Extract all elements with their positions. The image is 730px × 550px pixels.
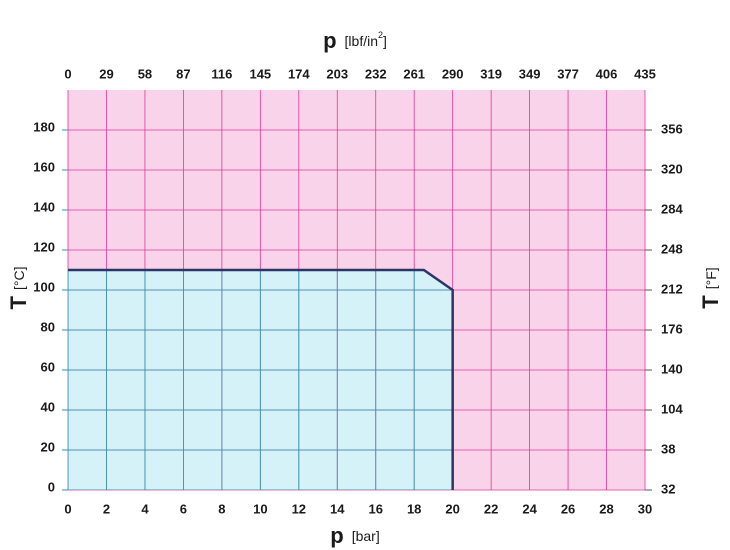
y2-tick-label: 284 (661, 201, 683, 216)
x2-tick-label: 145 (249, 66, 271, 81)
x2-tick-label: 290 (442, 66, 464, 81)
axis-label: p [bar] (330, 523, 379, 548)
x-tick-label: 22 (484, 501, 498, 516)
x-tick-label: 6 (180, 501, 187, 516)
x2-tick-label: 116 (211, 66, 232, 81)
x-tick-label: 18 (407, 501, 421, 516)
axis-label-part: ] (383, 33, 387, 49)
axis-label-part: [bar] (352, 528, 380, 544)
axis-label-part: p (323, 28, 336, 53)
x2-tick-label: 29 (99, 66, 113, 81)
x2-tick-label: 377 (557, 66, 579, 81)
y-tick-label: 20 (41, 439, 55, 454)
y2-tick-label: 320 (661, 161, 683, 176)
x-tick-label: 14 (330, 501, 345, 516)
inner-grid (68, 270, 453, 490)
axis-label: p [lbf/in2] (323, 28, 387, 53)
axis-label-part: 2 (378, 30, 383, 40)
x2-tick-label: 261 (403, 66, 425, 81)
axis-label-part: [°F] (703, 267, 719, 289)
x2-tick-label: 319 (480, 66, 502, 81)
x2-tick-label: 87 (176, 66, 190, 81)
y2-tick-label: 356 (661, 121, 683, 136)
y2-tick-label: 248 (661, 241, 683, 256)
x-tick-label: 0 (64, 501, 71, 516)
x-tick-label: 12 (292, 501, 306, 516)
y-tick-label: 160 (33, 159, 55, 174)
axis-label-part: [lbf/in (345, 33, 378, 49)
x-tick-label: 10 (253, 501, 267, 516)
y2-tick-label: 212 (661, 281, 683, 296)
x-tick-label: 16 (368, 501, 382, 516)
axis-label: T [°F] (698, 267, 723, 308)
x2-tick-label: 406 (596, 66, 618, 81)
x-tick-label: 30 (638, 501, 652, 516)
x2-tick-label: 58 (138, 66, 152, 81)
y-tick-label: 0 (48, 479, 55, 494)
y-tick-label: 80 (41, 319, 55, 334)
y2-tick-label: 104 (661, 401, 683, 416)
x-tick-label: 24 (522, 501, 537, 516)
axis-label-part: p (330, 523, 343, 548)
x-tick-label: 28 (599, 501, 613, 516)
axis-label-part: T (6, 295, 31, 309)
axis-label-part: [°C] (11, 267, 27, 291)
y-tick-label: 180 (33, 119, 55, 134)
y-tick-label: 100 (33, 279, 55, 294)
x-tick-label: 2 (103, 501, 110, 516)
x-tick-label: 20 (445, 501, 459, 516)
y2-tick-label: 32 (661, 481, 675, 496)
y2-tick-label: 38 (661, 441, 675, 456)
y2-tick-label: 140 (661, 361, 683, 376)
axis-label-part: T (698, 295, 723, 309)
boundary-line (68, 268, 454, 490)
x2-tick-label: 349 (519, 66, 541, 81)
axis-label: T [°C] (6, 267, 31, 310)
y-tick-label: 40 (41, 399, 55, 414)
y-tick-label: 120 (33, 239, 55, 254)
y-tick-label: 60 (41, 359, 55, 374)
x2-tick-label: 0 (64, 66, 71, 81)
x-tick-label: 26 (561, 501, 575, 516)
x-tick-label: 8 (218, 501, 225, 516)
x2-tick-label: 435 (634, 66, 656, 81)
x2-tick-label: 203 (326, 66, 348, 81)
y-tick-label: 140 (33, 199, 55, 214)
x-tick-label: 4 (141, 501, 149, 516)
x2-tick-label: 232 (365, 66, 387, 81)
y2-tick-label: 176 (661, 321, 683, 336)
x2-tick-label: 174 (288, 66, 310, 81)
